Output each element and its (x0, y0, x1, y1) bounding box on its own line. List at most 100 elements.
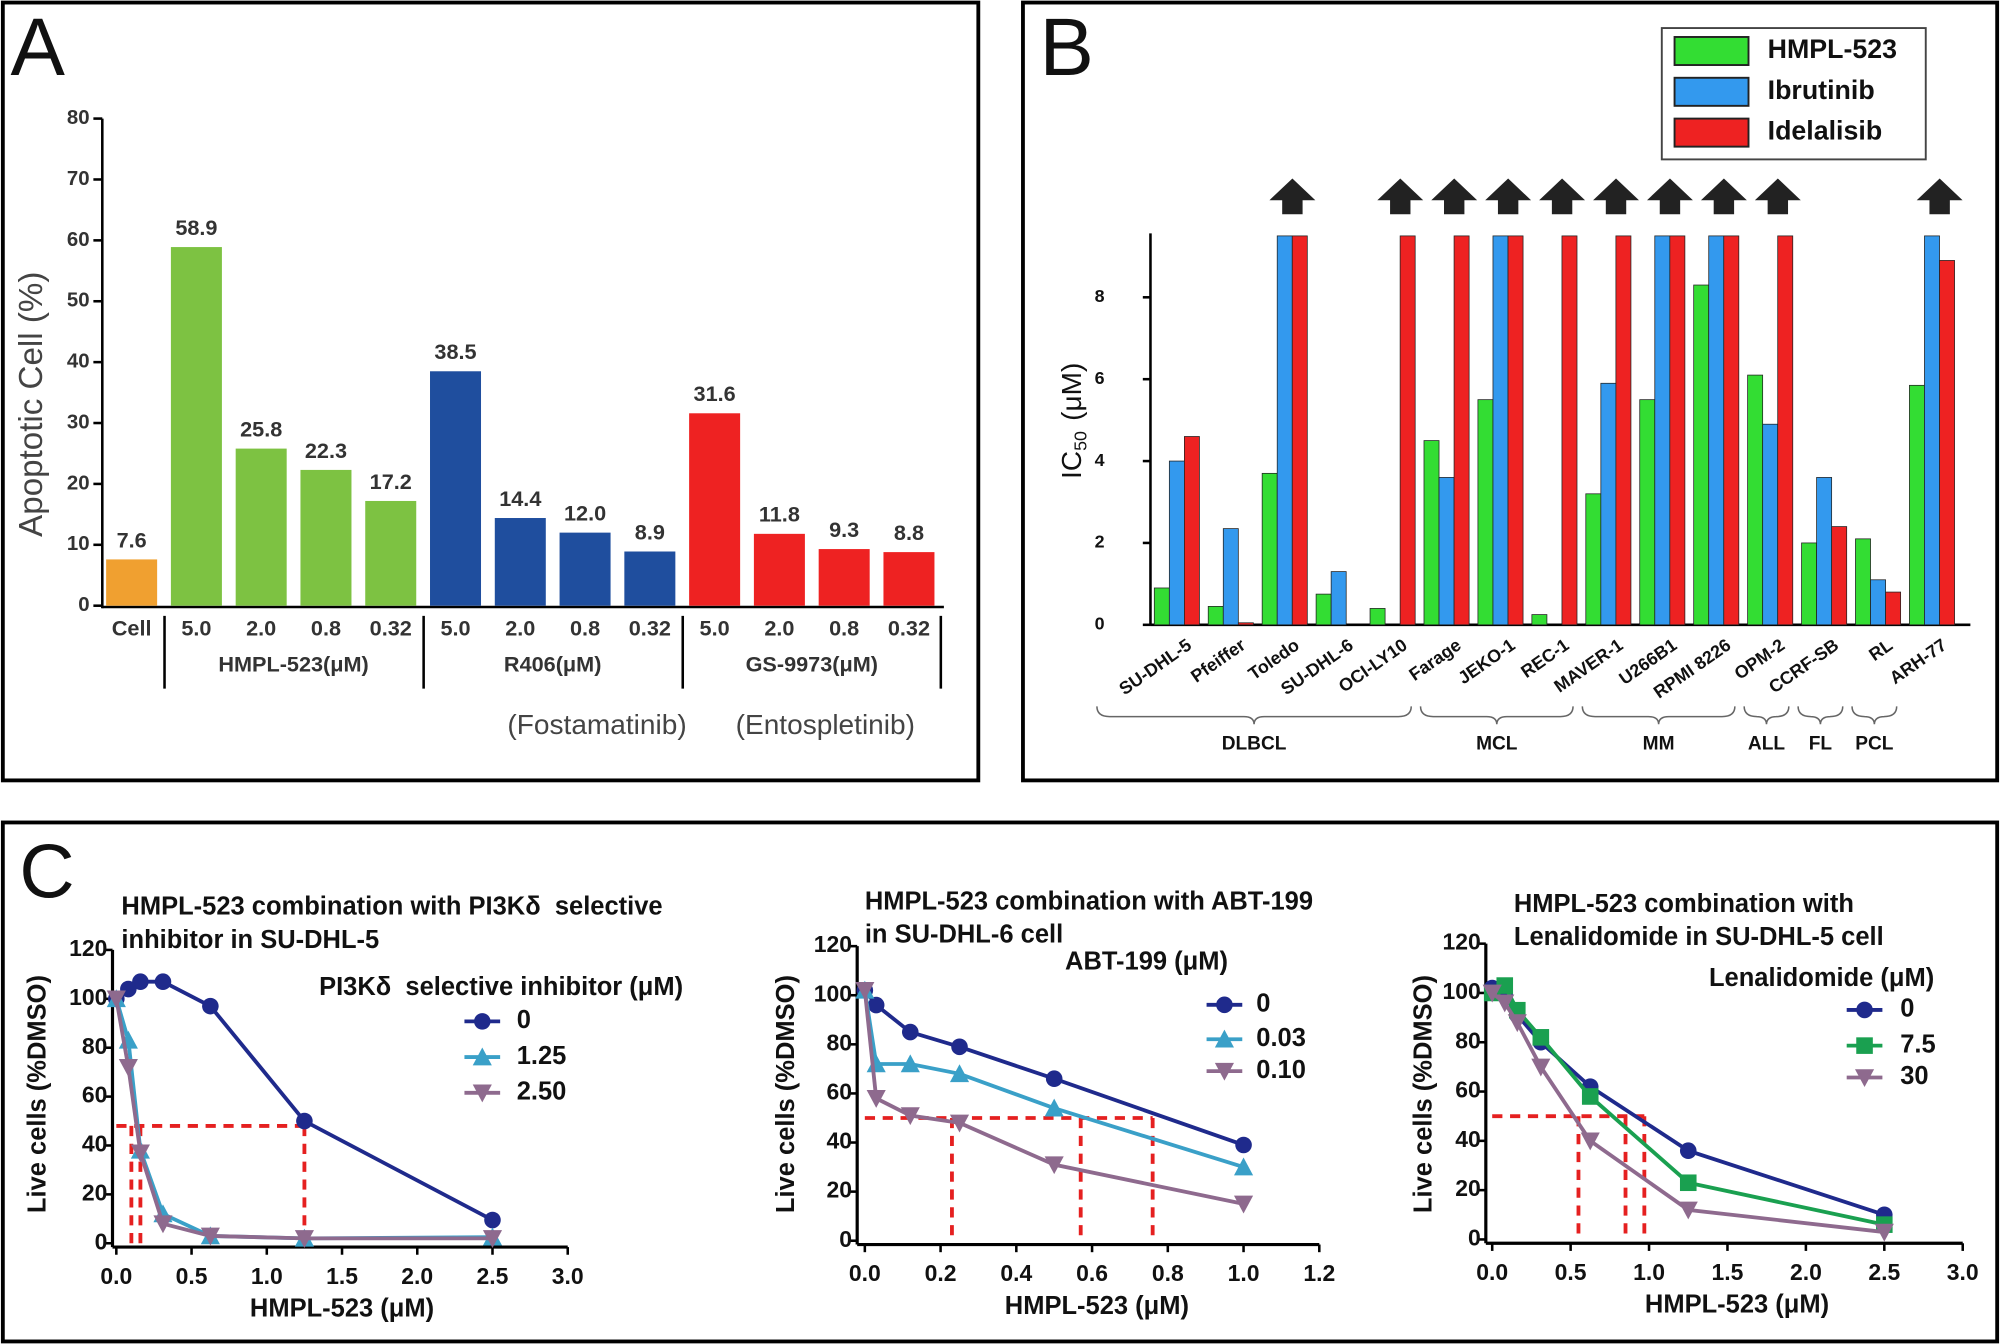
value-label: 8.9 (635, 519, 665, 544)
legend-label: 2.50 (517, 1078, 567, 1106)
bar (1369, 608, 1386, 626)
data-point (1874, 1223, 1894, 1242)
x-tick-label: Cell (112, 616, 152, 641)
legend-marker (1856, 1037, 1873, 1054)
x-tick-label: 0.5 (1555, 1259, 1587, 1285)
bar (1330, 571, 1347, 626)
legend-label: 30 (1900, 1062, 1928, 1090)
value-label: 14.4 (499, 486, 541, 511)
data-point (1679, 1142, 1697, 1159)
y-axis-label: Live cells (%DMSO) (772, 975, 800, 1213)
y-tick-label: 20 (82, 1179, 108, 1205)
y-tick-label: 80 (1455, 1027, 1481, 1053)
legend-marker (472, 1084, 492, 1103)
chart-title: inhibitor in SU-DHL-5 (121, 926, 379, 954)
data-point (951, 1038, 968, 1056)
legend-swatch (1673, 36, 1750, 66)
x-axis-label: HMPL-523 (μM) (250, 1294, 434, 1322)
data-point (294, 1230, 314, 1248)
x-tick-label: 0.32 (370, 616, 412, 641)
x-tick-label: 0.0 (849, 1260, 881, 1286)
y-tick-label: 0 (78, 594, 89, 616)
legend-label: 0.10 (1256, 1056, 1306, 1084)
x-tick-label: 1.2 (1303, 1260, 1335, 1286)
bar (1747, 374, 1764, 626)
y-axis-label: Live cells (%DMSO) (23, 975, 51, 1213)
x-tick-label: 1.0 (1228, 1260, 1260, 1286)
x-tick-label: 2.0 (246, 616, 276, 641)
data-point (867, 996, 885, 1014)
x-tick-label: 0.2 (925, 1260, 957, 1286)
panel-letter: C (19, 830, 74, 915)
x-tick-label: Farage (1405, 635, 1464, 685)
x-tick-label: Pfeiffer (1187, 635, 1249, 687)
x-tick-label: JEKO-1 (1454, 635, 1518, 688)
bar (494, 518, 546, 606)
value-label: 8.8 (894, 520, 924, 545)
bar (1477, 399, 1494, 626)
group-label: HMPL-523(μM) (218, 651, 368, 676)
chart-title: Lenalidomide in SU-DHL-5 cell (1514, 923, 1884, 951)
bar (1453, 235, 1470, 626)
x-tick-label: 2.0 (401, 1263, 433, 1289)
legend-label: 7.5 (1900, 1030, 1935, 1058)
exceeds-arrow (1593, 178, 1639, 215)
y-tick-label: 40 (1455, 1126, 1481, 1152)
y-tick-label: 60 (1455, 1077, 1481, 1103)
bar (1168, 460, 1185, 626)
y-tick-label: 60 (67, 229, 90, 251)
data-point (1532, 1029, 1550, 1046)
bar (1654, 235, 1671, 626)
x-tick-label: 1.5 (1712, 1259, 1744, 1285)
x-tick-label: 0.6 (1076, 1260, 1108, 1286)
bar (624, 551, 676, 606)
bar (1885, 591, 1902, 626)
bar (235, 448, 287, 606)
exceeds-arrow (1647, 178, 1693, 215)
data-point (484, 1211, 501, 1229)
data-point (1235, 1136, 1252, 1154)
exceeds-arrow (1269, 178, 1316, 215)
data-point (1044, 1098, 1064, 1117)
x-tick-label: 0.8 (311, 616, 341, 641)
y-tick-label: 0 (1468, 1225, 1481, 1251)
bar (1291, 235, 1308, 626)
chart-title: HMPL-523 combination with PI3Kδ selectiv… (121, 893, 662, 921)
y-tick-label: 120 (814, 931, 852, 957)
bar (689, 413, 741, 606)
annotation: (Fostamatinib) (507, 709, 686, 740)
panel-a-frame (0, 0, 981, 783)
group-label: DLBCL (1222, 734, 1287, 755)
x-tick-label: 2.5 (477, 1263, 509, 1289)
bar (1615, 235, 1632, 626)
bar (365, 500, 417, 606)
chart-title: HMPL-523 combination with ABT-199 (865, 888, 1313, 916)
y-axis-label-main: IC (1056, 451, 1087, 479)
value-label: 31.6 (694, 381, 736, 406)
panel-letter: A (10, 2, 65, 93)
group-brace (1581, 706, 1736, 725)
chart-title: HMPL-523 combination with (1514, 890, 1854, 918)
y-axis-label: IC50 (μM) (1056, 363, 1090, 479)
data-point (132, 973, 149, 990)
group-label: R406(μM) (504, 651, 602, 676)
exceeds-arrow (1485, 178, 1532, 215)
bar (1492, 235, 1509, 626)
bar (300, 469, 352, 606)
x-tick-label: 2.5 (1868, 1259, 1900, 1285)
data-point (202, 997, 219, 1015)
y-axis-label: Live cells (%DMSO) (1409, 975, 1437, 1213)
x-tick-label: 1.5 (326, 1263, 358, 1289)
bar (1207, 606, 1224, 626)
data-point (296, 1112, 313, 1130)
data-point (154, 973, 172, 990)
group-brace (1743, 706, 1790, 725)
y-tick-label: 40 (827, 1128, 853, 1154)
x-tick-label: 3.0 (552, 1263, 584, 1289)
data-point (1044, 1156, 1064, 1175)
y-tick-label: 80 (67, 107, 90, 129)
data-point (1679, 1174, 1697, 1192)
y-tick-label: 70 (67, 168, 90, 190)
value-label: 25.8 (240, 416, 282, 441)
